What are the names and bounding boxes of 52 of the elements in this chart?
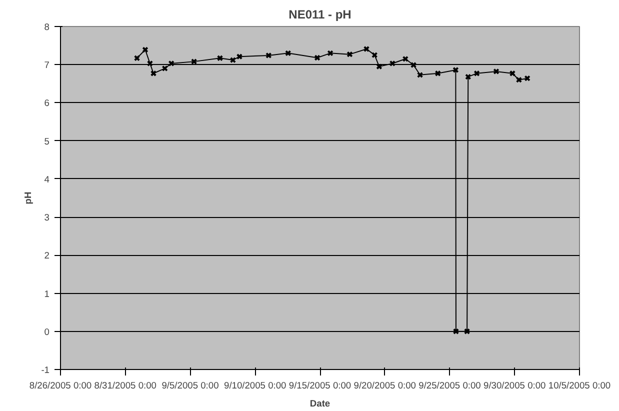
point <box>509 70 516 76</box>
point <box>314 54 320 61</box>
y-tick-label: 3 <box>44 212 50 223</box>
point <box>190 58 198 65</box>
y-tick-label: 0 <box>44 326 50 337</box>
point <box>465 74 472 80</box>
y-tick-label: 6 <box>44 98 50 108</box>
y-tick-label: 7 <box>44 60 50 70</box>
point <box>162 65 168 72</box>
point <box>363 46 370 52</box>
y-tick-label: 4 <box>44 174 50 184</box>
x-tick-label: 8/26/2005 0:00 <box>29 380 92 390</box>
point <box>230 56 236 64</box>
point <box>150 70 157 76</box>
point <box>142 46 148 53</box>
x-tick-label: 9/15/2005 0:00 <box>288 380 352 390</box>
x-tick-label: 10/5/2005 0:00 <box>548 380 611 390</box>
point <box>346 51 353 58</box>
point <box>266 52 272 59</box>
y-tick-label: 5 <box>44 136 50 146</box>
x-axis-title: Date <box>310 398 330 408</box>
point <box>452 66 459 74</box>
x-tick-label: 9/25/2005 0:00 <box>418 380 481 390</box>
point <box>327 50 334 56</box>
point <box>236 53 243 60</box>
x-tick-label: 9/5/2005 0:00 <box>162 380 219 390</box>
y-tick-label: 1 <box>44 288 50 299</box>
point <box>410 62 417 68</box>
point <box>284 50 292 56</box>
point <box>464 328 470 335</box>
y-tick-label: 2 <box>44 250 50 261</box>
point <box>434 70 441 76</box>
point <box>216 55 224 62</box>
point <box>168 60 174 67</box>
x-tick-label: 9/30/2005 0:00 <box>484 380 546 390</box>
point <box>474 70 480 76</box>
point <box>493 68 500 75</box>
point <box>416 72 424 78</box>
point <box>376 63 382 70</box>
point <box>452 328 460 335</box>
chart-title: NE011 - pH <box>288 8 352 22</box>
x-tick-label: 9/10/2005 0:00 <box>224 380 286 390</box>
x-tick-label: 9/20/2005 0:00 <box>354 380 416 390</box>
point <box>389 60 396 67</box>
point <box>402 56 409 62</box>
y-tick-label: -1 <box>41 365 50 375</box>
point <box>146 60 154 67</box>
y-tick-label: 8 <box>44 22 50 32</box>
y-axis-title: pH <box>23 192 34 204</box>
x-tick-label: 8/31/2005 0:00 <box>94 380 156 390</box>
point <box>516 76 522 83</box>
point <box>371 52 378 58</box>
